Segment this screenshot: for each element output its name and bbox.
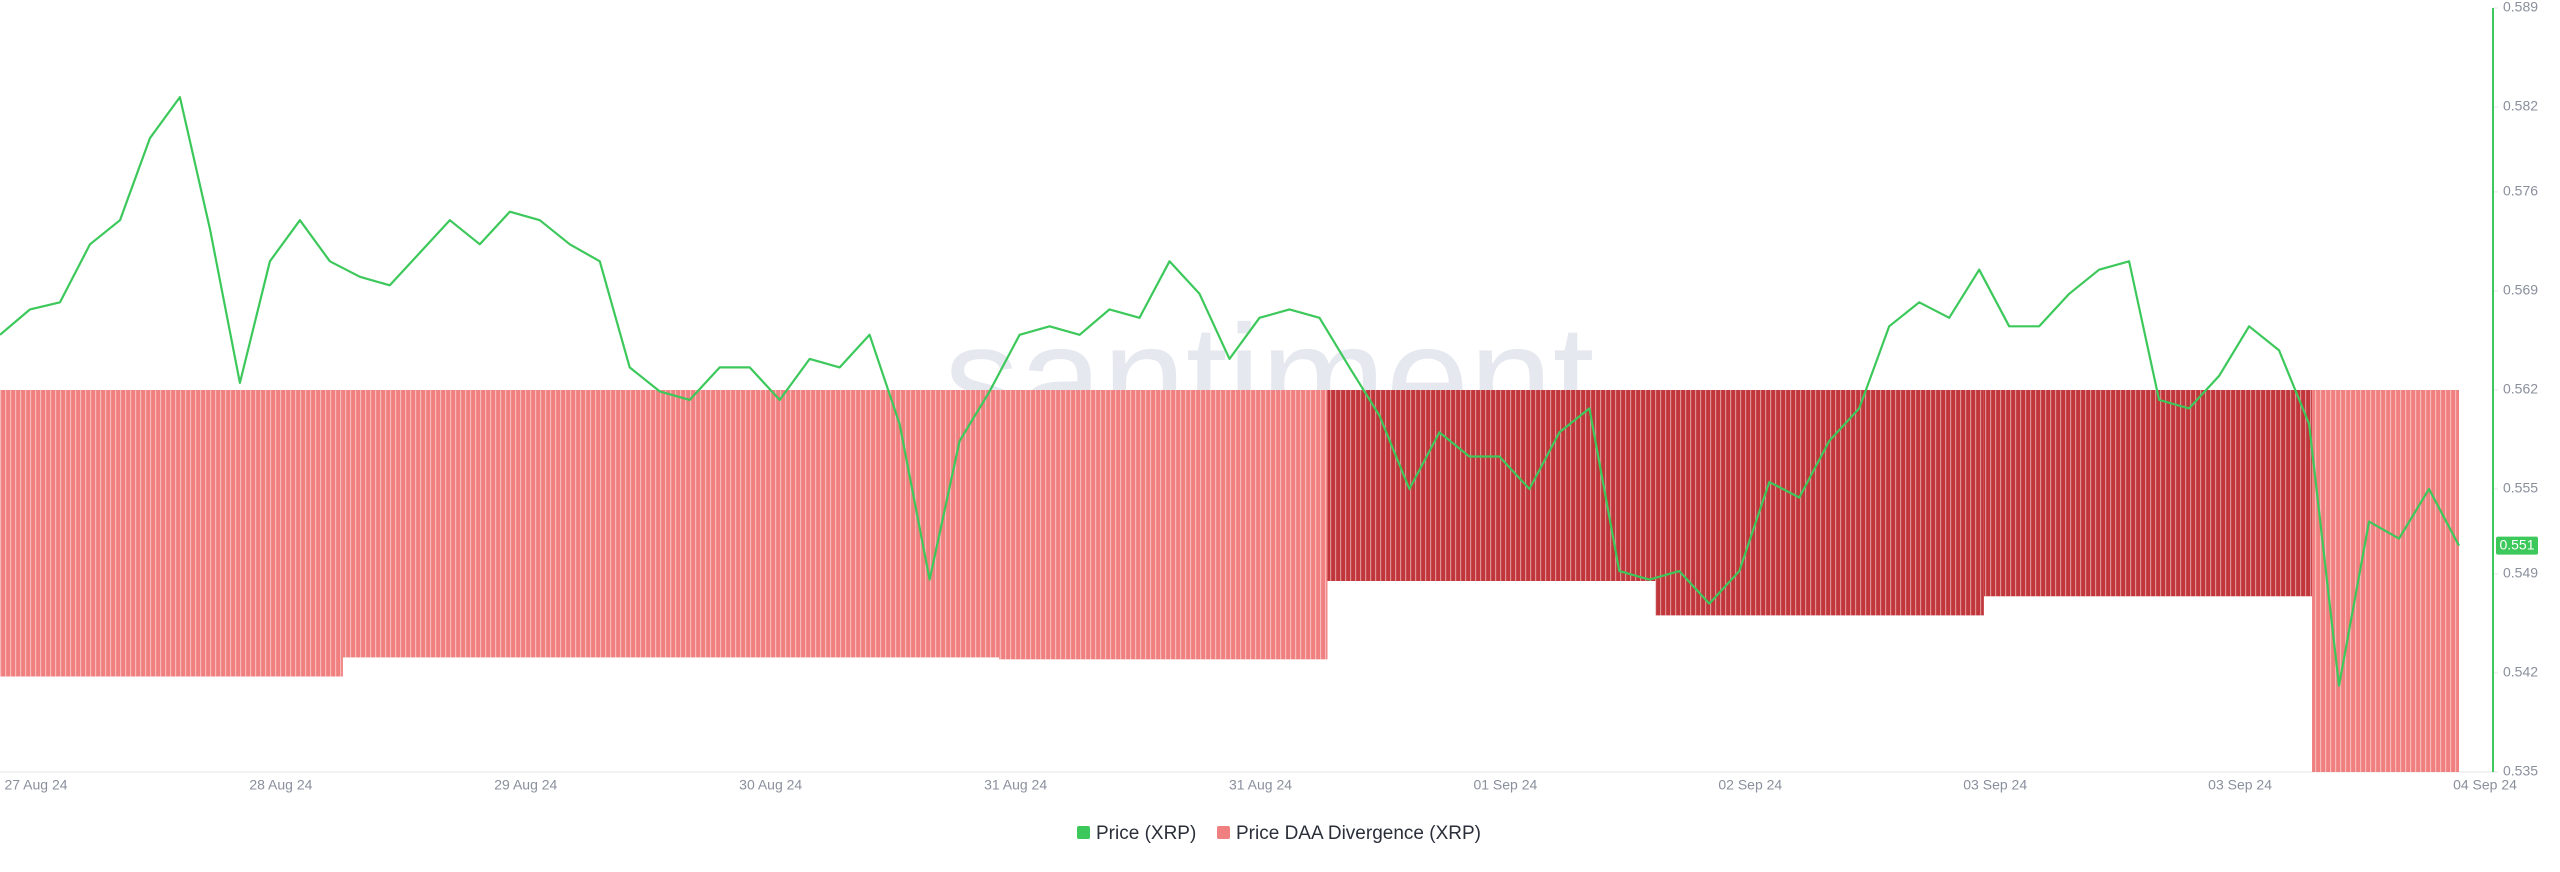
legend-swatch [1217, 826, 1230, 839]
x-tick-label: 04 Sep 24 [2453, 777, 2517, 793]
bar-stripes [342, 390, 672, 658]
x-tick-label: 31 Aug 24 [1229, 777, 1292, 793]
y-tick-label: 0.576 [2503, 183, 2538, 199]
bar-stripes [999, 390, 1328, 660]
current-value-label: 0.551 [2499, 536, 2534, 552]
y-tick-label: 0.549 [2503, 565, 2538, 581]
bar-stripes [1327, 390, 1656, 581]
x-tick-label: 27 Aug 24 [4, 777, 67, 793]
legend-swatch [1077, 826, 1090, 839]
legend-label: Price (XRP) [1096, 823, 1196, 844]
x-tick-label: 01 Sep 24 [1473, 777, 1537, 793]
y-tick-label: 0.569 [2503, 282, 2538, 298]
y-tick-label: 0.555 [2503, 480, 2538, 496]
x-tick-label: 30 Aug 24 [739, 777, 802, 793]
y-tick-label: 0.542 [2503, 664, 2538, 680]
price-line [0, 95, 2460, 687]
bar-stripes [1655, 390, 1984, 616]
y-tick-label: 0.582 [2503, 98, 2538, 114]
x-tick-label: 31 Aug 24 [984, 777, 1047, 793]
bar-stripes [0, 390, 343, 677]
x-tick-label: 29 Aug 24 [494, 777, 557, 793]
current-value-badge [2496, 536, 2538, 555]
y-tick-label: 0.535 [2503, 763, 2538, 779]
bar-stripes [671, 390, 1000, 658]
x-tick-label: 02 Sep 24 [1718, 777, 1782, 793]
y-tick-label: 0.562 [2503, 381, 2538, 397]
bar-stripes [2312, 390, 2459, 772]
x-tick-label: 03 Sep 24 [1963, 777, 2027, 793]
y-tick-label: 0.589 [2503, 0, 2538, 15]
x-tick-label: 28 Aug 24 [249, 777, 312, 793]
x-tick-label: 03 Sep 24 [2208, 777, 2272, 793]
bar-stripes [1983, 390, 2313, 597]
legend-label: Price DAA Divergence (XRP) [1236, 823, 1481, 844]
